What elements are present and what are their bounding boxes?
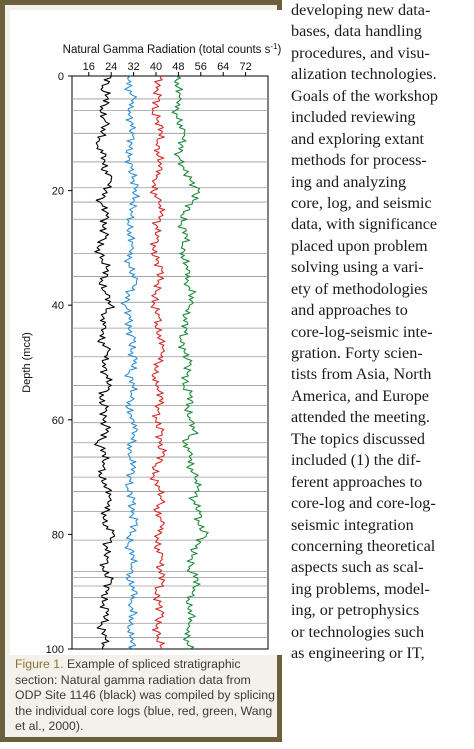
x-tick-label: 16 (83, 61, 95, 73)
body-text-line: ing, or petrophysics (291, 601, 420, 620)
body-text-line: core-log and core-log- (291, 494, 436, 513)
body-text-line: included (1) the dif- (291, 451, 421, 470)
y-tick-label: 40 (52, 300, 64, 312)
x-tick-label: 72 (239, 61, 251, 73)
series-line (120, 75, 140, 650)
x-tick-label: 24 (105, 61, 117, 73)
chart-svg: Natural Gamma Radiation (total counts s-… (21, 42, 282, 655)
x-tick-label: 56 (195, 61, 207, 73)
body-text-line: solving using a vari- (291, 258, 424, 277)
y-tick-label: 60 (52, 415, 64, 427)
body-text-line: ing and analyzing (291, 172, 407, 191)
x-tick-label: 32 (127, 61, 139, 73)
body-text-line: as engineering or IT, (291, 644, 425, 663)
body-text-line: included reviewing (291, 108, 416, 127)
body-text-line: and approaches to (291, 301, 408, 320)
body-text-line: data, with significance (291, 215, 438, 234)
x-tick-label: 40 (150, 61, 162, 73)
article-body-text: developing new data-bases, data handling… (291, 0, 474, 665)
x-tick-label: 48 (172, 61, 184, 73)
body-text-line: aspects such as scal- (291, 558, 424, 577)
body-text-line: methods for process- (291, 151, 427, 170)
chart-title: Natural Gamma Radiation (total counts s-… (63, 42, 282, 56)
y-axis-label: Depth (mcd) (21, 332, 33, 393)
series-line (149, 75, 167, 650)
y-tick-label: 80 (52, 529, 64, 541)
body-text-line: gration. Forty scien- (291, 344, 423, 362)
body-text-line: and exploring extant (291, 129, 425, 148)
body-text-line: developing new data- (291, 1, 431, 19)
figure-caption: Figure 1. Example of spliced stratigraph… (15, 657, 279, 735)
body-text-line: tists from Asia, North (291, 365, 432, 384)
body-text-line: placed upon problem (291, 236, 428, 255)
figure-frame: Natural Gamma Radiation (total counts s-… (0, 0, 282, 742)
caption-text: Example of spliced stratigraphic section… (15, 657, 275, 733)
body-text-line: ferent approaches to (291, 472, 423, 491)
body-text-line: seismic integration (291, 515, 414, 534)
y-tick-label: 100 (46, 644, 64, 655)
series-line (171, 75, 209, 650)
body-text-line: Goals of the workshop (291, 86, 439, 105)
body-text-line: concerning theoretical (291, 536, 436, 555)
series-line (94, 75, 116, 650)
plot-frame (71, 75, 269, 650)
y-tick-label: 0 (58, 71, 64, 83)
body-text-line: The topics discussed (291, 429, 425, 448)
x-tick-label: 64 (217, 61, 229, 73)
body-text-line: bases, data handling (291, 22, 422, 41)
body-text-line: America, and Europe (291, 386, 429, 405)
body-text-line: alization technologies. (291, 65, 437, 84)
body-text-line: procedures, and visu- (291, 43, 430, 62)
body-text-line: core, log, and seismic (291, 193, 432, 212)
body-text-line: core-log-seismic inte- (291, 322, 433, 341)
body-text-line: or technologies such (291, 622, 425, 641)
body-text-line: ing problems, model- (291, 579, 430, 598)
figure-label: Figure 1. (15, 657, 64, 671)
body-text-line: ety of methodologies (291, 279, 428, 298)
y-tick-label: 20 (52, 186, 64, 198)
body-text-line: attended the meeting. (291, 408, 430, 427)
gamma-radiation-chart: Natural Gamma Radiation (total counts s-… (10, 10, 282, 655)
